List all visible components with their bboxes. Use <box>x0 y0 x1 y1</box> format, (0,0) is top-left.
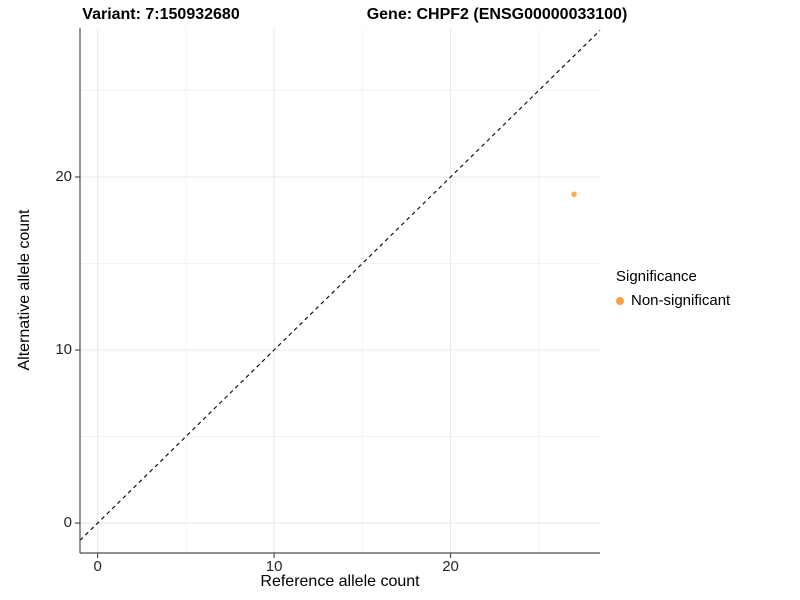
y-tick-label: 10 <box>55 341 72 359</box>
y-tick-label: 0 <box>63 514 72 532</box>
x-tick-label: 10 <box>265 558 283 575</box>
legend: Significance Non-significant <box>616 268 730 309</box>
data-point <box>571 191 577 198</box>
legend-title: Significance <box>616 268 697 285</box>
legend-point-icon <box>616 296 624 305</box>
x-tick-label: 20 <box>442 558 459 575</box>
gene-title: Gene: CHPF2 (ENSG00000033100) <box>366 6 628 23</box>
x-tick-label: 0 <box>93 558 102 575</box>
variant-title: Variant: 7:150932680 <box>82 6 240 23</box>
legend-item-label: Non-significant <box>631 292 731 309</box>
y-tick-label: 20 <box>55 167 72 185</box>
x-axis-title: Reference allele count <box>260 573 420 590</box>
legend-item-non-significant: Non-significant <box>616 292 730 309</box>
identity-reference-line <box>79 30 601 541</box>
